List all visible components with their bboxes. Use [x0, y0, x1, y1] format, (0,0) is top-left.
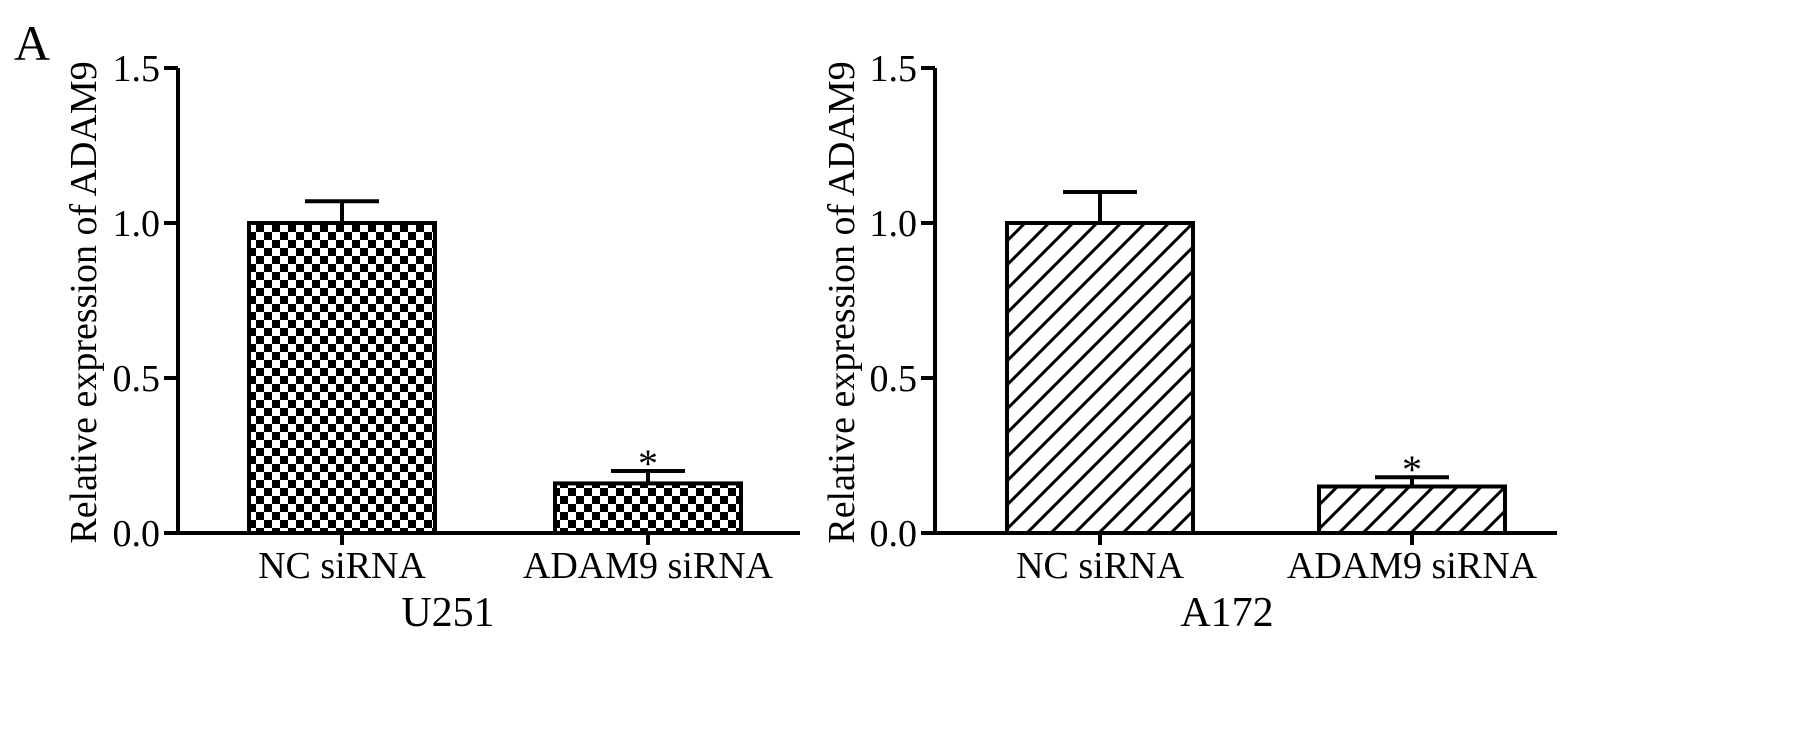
- significance-marker: *: [1402, 447, 1422, 492]
- chart-a172: NC siRNA * ADAM9 siRNA 0.0 0.5 1.0 1.5Relative…: [821, 48, 1557, 636]
- panel-label: A: [14, 15, 50, 71]
- y-tick-label: 1.5: [870, 48, 918, 90]
- category-label: NC siRNA: [258, 545, 426, 587]
- category-label: NC siRNA: [1016, 545, 1184, 587]
- y-tick-label: 1.5: [113, 48, 161, 90]
- x-axis-label: U251: [401, 590, 494, 636]
- bar-nc-sirna: [247, 221, 437, 535]
- chart-u251: NC siRNA * ADAM9 siRNA 0.0 0.5 1.0 1.5Relative…: [63, 48, 800, 636]
- x-axis-label: A172: [1180, 590, 1273, 636]
- y-tick-label: 0.5: [870, 358, 918, 400]
- y-tick-label: 0.5: [113, 358, 161, 400]
- y-tick-label: 1.0: [870, 203, 918, 245]
- y-tick-label: 1.0: [113, 203, 161, 245]
- y-tick-label: 0.0: [113, 513, 161, 555]
- bar-nc-sirna: [1005, 221, 1195, 535]
- y-axis-label: Relative expression of ADAM9: [63, 61, 105, 543]
- category-label: ADAM9 siRNA: [1287, 545, 1538, 587]
- y-axis-label: Relative expression of ADAM9: [821, 61, 863, 543]
- y-tick-label: 0.0: [870, 513, 918, 555]
- significance-marker: *: [638, 441, 658, 486]
- bar-adam9-sirna: [1317, 484, 1507, 535]
- bar-adam9-sirna: [553, 481, 743, 535]
- category-label: ADAM9 siRNA: [523, 545, 774, 587]
